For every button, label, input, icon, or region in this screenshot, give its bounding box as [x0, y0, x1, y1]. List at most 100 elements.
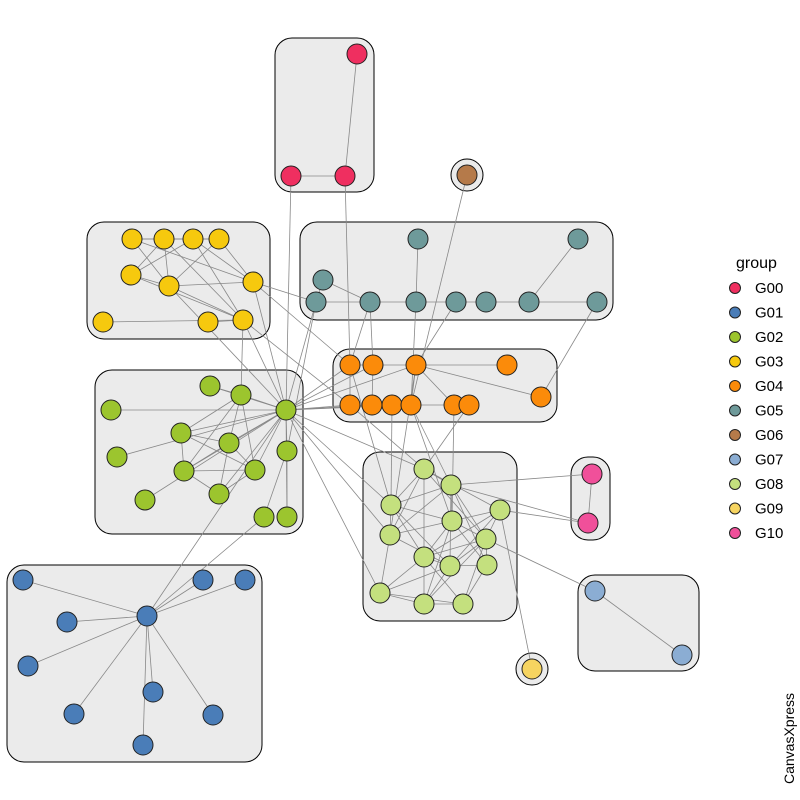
edge: [390, 484, 452, 506]
node-g08[interactable]: [413, 546, 435, 568]
node-g05[interactable]: [475, 291, 497, 313]
node-g10[interactable]: [577, 512, 599, 534]
edge: [285, 409, 391, 536]
node-g05[interactable]: [567, 228, 589, 250]
node-g02[interactable]: [170, 422, 192, 444]
edge: [540, 301, 598, 398]
edge: [242, 319, 351, 406]
legend-swatch-g01: [729, 306, 741, 319]
node-g03[interactable]: [197, 311, 219, 333]
node-g02[interactable]: [244, 459, 266, 481]
node-g05[interactable]: [312, 269, 334, 291]
node-g08[interactable]: [452, 593, 474, 615]
node-g06[interactable]: [456, 164, 478, 186]
node-g04[interactable]: [530, 386, 552, 408]
node-g03[interactable]: [120, 264, 142, 286]
node-g02[interactable]: [230, 384, 252, 406]
edge: [130, 238, 194, 276]
node-g04[interactable]: [381, 394, 403, 416]
node-g05[interactable]: [359, 291, 381, 313]
edge: [415, 238, 419, 303]
node-g01[interactable]: [192, 569, 214, 591]
node-g01[interactable]: [142, 681, 164, 703]
edge: [344, 175, 351, 366]
node-g01[interactable]: [234, 569, 256, 591]
edge: [528, 238, 579, 303]
node-g02[interactable]: [134, 489, 156, 511]
node-g08[interactable]: [476, 554, 498, 576]
node-g05[interactable]: [305, 291, 327, 313]
node-g02[interactable]: [218, 432, 240, 454]
edge: [285, 364, 374, 411]
node-g04[interactable]: [339, 394, 361, 416]
node-g02[interactable]: [276, 440, 298, 462]
node-g04[interactable]: [361, 394, 383, 416]
edge: [183, 469, 256, 472]
node-g01[interactable]: [132, 734, 154, 756]
edge: [349, 301, 371, 366]
edge: [285, 364, 351, 411]
node-g08[interactable]: [441, 510, 463, 532]
node-g05[interactable]: [407, 228, 429, 250]
node-g03[interactable]: [158, 275, 180, 297]
node-g03[interactable]: [182, 228, 204, 250]
node-g03[interactable]: [232, 309, 254, 331]
node-g08[interactable]: [489, 499, 511, 521]
node-g02[interactable]: [106, 446, 128, 468]
node-g00[interactable]: [346, 43, 368, 65]
edge: [423, 468, 487, 540]
node-g02[interactable]: [199, 375, 221, 397]
node-g07[interactable]: [584, 580, 606, 602]
node-g05[interactable]: [405, 291, 427, 313]
edge: [450, 484, 589, 524]
node-g05[interactable]: [586, 291, 608, 313]
node-g03[interactable]: [208, 228, 230, 250]
node-g08[interactable]: [440, 474, 462, 496]
edge: [389, 520, 453, 536]
node-g04[interactable]: [458, 394, 480, 416]
node-g00[interactable]: [280, 165, 302, 187]
node-g03[interactable]: [92, 311, 114, 333]
legend-label-g05: G05: [755, 403, 783, 420]
node-g01[interactable]: [17, 655, 39, 677]
node-g02[interactable]: [173, 460, 195, 482]
node-g01[interactable]: [12, 569, 34, 591]
node-g08[interactable]: [380, 494, 402, 516]
node-g02[interactable]: [208, 483, 230, 505]
edge: [423, 404, 470, 470]
legend-swatch-g00: [729, 282, 741, 294]
node-g01[interactable]: [136, 605, 158, 627]
node-g01[interactable]: [56, 611, 78, 633]
node-g10[interactable]: [581, 463, 603, 485]
edge: [146, 579, 246, 617]
node-g04[interactable]: [405, 354, 427, 376]
node-g01[interactable]: [63, 703, 85, 725]
node-g04[interactable]: [496, 354, 518, 376]
node-g00[interactable]: [334, 165, 356, 187]
edge: [192, 238, 244, 321]
node-g05[interactable]: [518, 291, 540, 313]
node-g08[interactable]: [379, 524, 401, 546]
node-g01[interactable]: [202, 704, 224, 726]
node-g03[interactable]: [242, 271, 264, 293]
node-g08[interactable]: [413, 458, 435, 480]
node-g08[interactable]: [439, 555, 461, 577]
node-g04[interactable]: [339, 354, 361, 376]
node-g05[interactable]: [445, 291, 467, 313]
node-g03[interactable]: [121, 228, 143, 250]
node-g02[interactable]: [276, 506, 298, 528]
node-g08[interactable]: [413, 593, 435, 615]
node-g08[interactable]: [475, 528, 497, 550]
node-g02[interactable]: [275, 399, 297, 421]
node-g08[interactable]: [369, 582, 391, 604]
node-g03[interactable]: [153, 228, 175, 250]
node-g04[interactable]: [400, 394, 422, 416]
node-g02[interactable]: [100, 399, 122, 421]
node-g09[interactable]: [521, 658, 543, 680]
node-g02[interactable]: [253, 506, 275, 528]
edge: [499, 509, 533, 670]
node-g07[interactable]: [671, 644, 693, 666]
edge: [390, 504, 453, 522]
node-g04[interactable]: [362, 354, 384, 376]
edge: [146, 409, 287, 617]
